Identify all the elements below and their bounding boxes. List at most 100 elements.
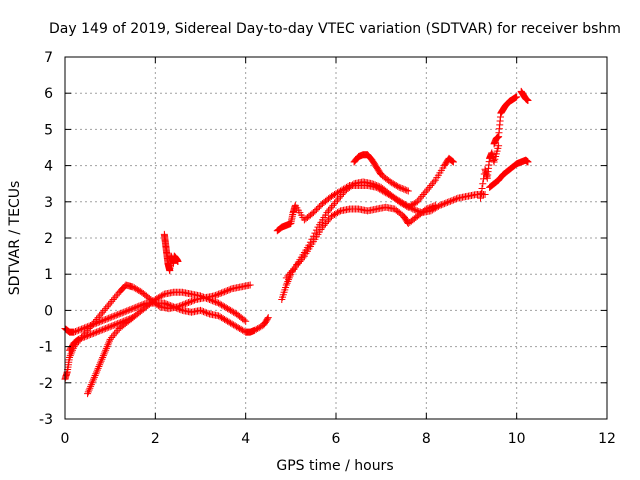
data-point xyxy=(401,201,409,209)
data-point xyxy=(318,223,326,231)
data-point xyxy=(90,329,98,337)
data-point xyxy=(103,324,111,332)
data-point xyxy=(264,314,272,322)
data-point xyxy=(177,302,185,310)
series-burst-2h xyxy=(160,230,182,275)
data-point xyxy=(94,328,102,336)
data-point xyxy=(100,316,108,324)
data-point xyxy=(400,201,408,209)
data-point xyxy=(428,203,436,211)
data-point xyxy=(481,191,489,199)
data-point xyxy=(222,287,230,295)
data-point xyxy=(109,321,117,329)
data-point xyxy=(409,201,417,209)
data-point xyxy=(102,315,110,323)
data-point xyxy=(335,194,343,202)
data-point xyxy=(102,344,110,352)
data-point xyxy=(96,327,104,335)
data-point xyxy=(314,204,322,212)
data-point xyxy=(401,186,409,194)
data-point xyxy=(209,297,217,305)
data-point xyxy=(76,335,84,343)
data-point xyxy=(114,326,122,334)
data-point xyxy=(430,178,438,186)
y-tick-label: 2 xyxy=(44,231,53,247)
data-point xyxy=(327,192,335,200)
data-point xyxy=(103,315,111,323)
data-point xyxy=(87,381,95,389)
data-point xyxy=(129,305,137,313)
data-point xyxy=(418,192,426,200)
data-point xyxy=(105,323,113,331)
data-point xyxy=(231,322,239,330)
data-point xyxy=(183,299,191,307)
data-point xyxy=(89,377,97,385)
data-point xyxy=(101,348,109,356)
data-point xyxy=(410,200,418,208)
data-point xyxy=(332,198,340,206)
data-point xyxy=(349,181,357,189)
data-point xyxy=(388,179,396,187)
data-point xyxy=(219,302,227,310)
data-point xyxy=(186,298,194,306)
data-point xyxy=(430,202,438,210)
data-point xyxy=(427,182,435,190)
data-point xyxy=(216,313,224,321)
data-point xyxy=(386,178,394,186)
data-point xyxy=(120,308,128,316)
data-point xyxy=(96,312,104,320)
data-point xyxy=(222,316,230,324)
data-point xyxy=(397,184,405,192)
data-point xyxy=(221,315,229,323)
data-point xyxy=(96,359,104,367)
data-point xyxy=(66,353,74,361)
data-point xyxy=(133,286,141,294)
data-point xyxy=(424,185,432,193)
data-point xyxy=(78,325,86,333)
data-point xyxy=(117,318,125,326)
data-point xyxy=(442,199,450,207)
data-point xyxy=(82,332,90,340)
data-point xyxy=(251,326,259,334)
data-point xyxy=(228,307,236,315)
data-point xyxy=(451,195,459,203)
data-point xyxy=(323,218,331,226)
data-point xyxy=(309,209,317,217)
data-point xyxy=(410,206,418,214)
data-point xyxy=(412,206,420,214)
data-point xyxy=(291,263,299,271)
data-point xyxy=(227,306,235,314)
data-point xyxy=(263,315,271,323)
data-point xyxy=(91,372,99,380)
data-point xyxy=(93,366,101,374)
data-point xyxy=(133,303,141,311)
data-point xyxy=(427,203,435,211)
y-tick-label: 6 xyxy=(44,86,53,102)
data-point xyxy=(153,295,161,303)
data-point xyxy=(66,352,74,360)
data-point xyxy=(283,279,291,287)
data-point xyxy=(225,318,233,326)
data-point xyxy=(299,254,307,262)
data-point xyxy=(81,333,89,341)
data-point xyxy=(334,196,342,204)
data-point xyxy=(93,328,101,336)
data-point xyxy=(201,308,209,316)
data-point xyxy=(330,200,338,208)
data-point xyxy=(106,335,114,343)
data-point xyxy=(90,373,98,381)
data-point xyxy=(419,191,427,199)
data-point xyxy=(184,299,192,307)
series-track-f xyxy=(278,154,457,304)
data-point xyxy=(433,203,441,211)
data-point xyxy=(106,323,114,331)
data-point xyxy=(376,183,384,191)
data-point xyxy=(111,294,119,302)
data-point xyxy=(368,180,376,188)
data-point xyxy=(400,185,408,193)
y-tick-label: 5 xyxy=(44,122,53,138)
data-point xyxy=(136,302,144,310)
data-point xyxy=(337,192,345,200)
data-point xyxy=(88,321,96,329)
data-point xyxy=(121,317,129,325)
